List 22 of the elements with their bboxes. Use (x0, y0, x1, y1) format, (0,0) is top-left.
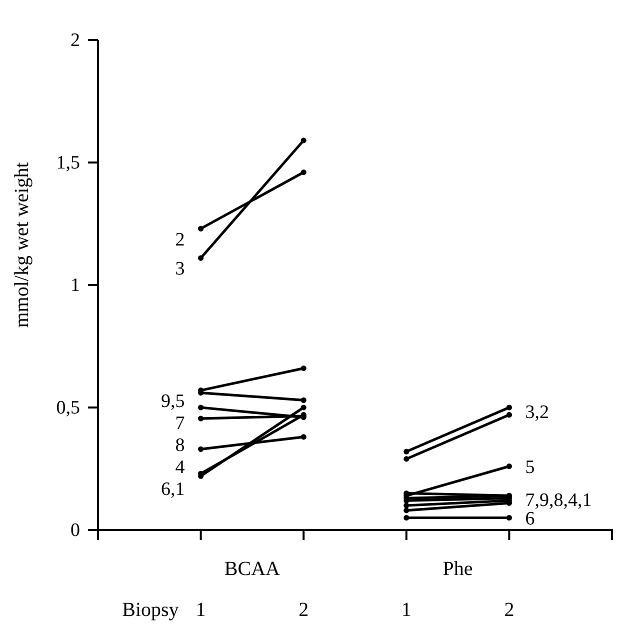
x-tick-label: 1 (401, 599, 412, 622)
x-tick-label: 2 (504, 599, 514, 622)
y-tick-label: 2 (70, 30, 80, 52)
annotation: 3,2 (525, 402, 549, 423)
y-tick-label: 0 (70, 520, 80, 542)
annotation: 4 (175, 457, 186, 478)
x-tick-label: 1 (196, 599, 206, 622)
annotation: 5 (525, 456, 535, 478)
annotation: 9,5 (161, 391, 185, 412)
y-tick-label: 0,5 (56, 398, 80, 419)
annotation: 2 (175, 229, 185, 250)
y-tick-label: 1,5 (56, 152, 80, 174)
x-tick-label: 2 (298, 599, 309, 622)
annotation: 8 (175, 435, 185, 456)
y-tick-label: 1 (70, 275, 80, 296)
annotation: 3 (175, 258, 185, 280)
y-axis-title: mmol/kg wet weight (11, 162, 33, 328)
x-axis-title: Biopsy (122, 599, 179, 621)
annotation: 6,1 (161, 479, 185, 500)
annotation: 7 (175, 413, 185, 434)
text: BCAA (224, 558, 281, 580)
text: Phe (442, 558, 473, 580)
